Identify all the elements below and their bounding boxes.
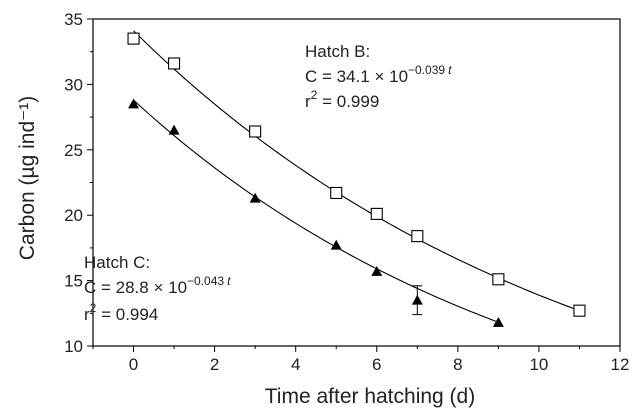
x-tick-label: 2 — [210, 355, 219, 374]
x-tick-label: 10 — [529, 355, 548, 374]
data-point-hatch-c — [411, 294, 423, 305]
x-tick-label: 4 — [291, 355, 300, 374]
y-tick-label: 20 — [64, 206, 83, 225]
annotation-hatch-c-equation: C = 28.8 × 10−0.043 t — [84, 274, 231, 297]
data-point-hatch-b — [370, 207, 383, 220]
data-point-hatch-b — [249, 125, 262, 138]
data-point-hatch-c — [371, 265, 383, 276]
x-tick-label: 0 — [129, 355, 138, 374]
axes: 0 2 4 6 8 10 12 10 15 20 25 30 35 — [64, 10, 629, 374]
data-point-hatch-b — [411, 230, 424, 243]
fit-curve-hatch-c — [133, 99, 499, 323]
x-tick-label: 8 — [453, 355, 462, 374]
annotation-hatch-b-title: Hatch B: — [305, 42, 370, 61]
annotation-hatch-b-equation: C = 34.1 × 10−0.039 t — [305, 63, 452, 86]
x-axis-title: Time after hatching (d) — [265, 385, 475, 408]
annotation-hatch-c-title: Hatch C: — [84, 253, 150, 272]
data-point-hatch-b — [127, 32, 140, 45]
data-point-hatch-c — [330, 239, 342, 250]
data-markers — [127, 32, 586, 327]
data-point-hatch-b — [168, 57, 181, 70]
annotation-hatch-b-r2: r2 = 0.999 — [305, 88, 379, 111]
x-tick-label: 12 — [611, 355, 630, 374]
x-tick-label: 6 — [372, 355, 381, 374]
fit-curve-hatch-b — [133, 30, 580, 312]
data-point-hatch-b — [573, 304, 586, 317]
annotation-hatch-c-r2: r2 = 0.994 — [84, 301, 158, 324]
data-point-hatch-c — [168, 124, 180, 135]
data-point-hatch-c — [128, 98, 140, 109]
y-tick-label: 30 — [64, 75, 83, 94]
y-tick-label: 35 — [64, 10, 83, 29]
data-point-hatch-c — [492, 316, 504, 327]
y-tick-label: 10 — [64, 337, 83, 356]
data-point-hatch-b — [330, 186, 343, 200]
data-point-hatch-c — [249, 192, 261, 203]
y-tick-label: 15 — [64, 272, 83, 291]
y-axis-title: Carbon (µg ind⁻¹) — [16, 96, 39, 260]
data-point-hatch-b — [492, 273, 505, 286]
fit-curves — [133, 30, 580, 323]
y-tick-label: 25 — [64, 141, 83, 160]
